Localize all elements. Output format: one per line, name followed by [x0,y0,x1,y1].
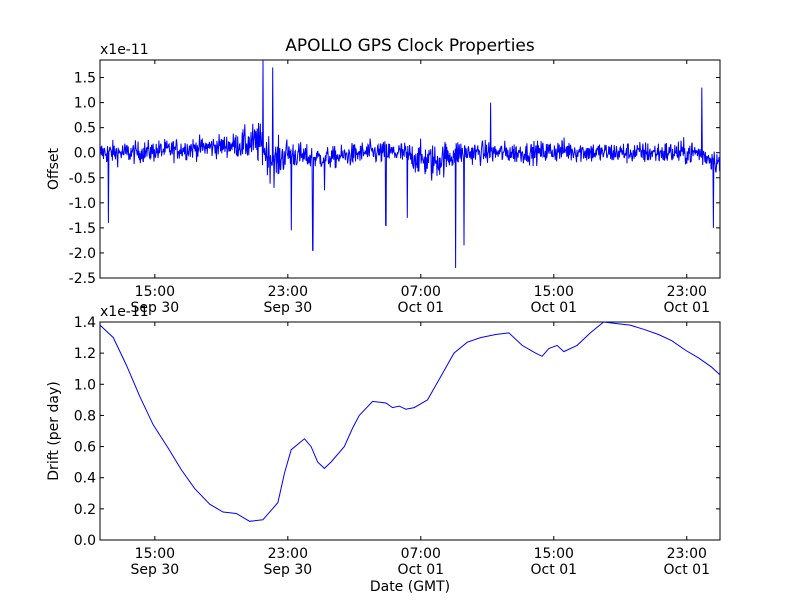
x-tick-date: Oct 01 [664,562,710,578]
offset-panel: -2.5-2.0-1.5-1.0-0.50.00.51.01.515:00Sep… [46,42,721,316]
y-multiplier: x1e-11 [100,42,149,58]
y-tick-label: 0.8 [74,408,96,424]
y-tick-label: 0.5 [74,121,96,137]
y-tick-label: 1.0 [74,96,96,112]
x-tick-time: 15:00 [534,546,574,562]
x-tick-time: 07:00 [401,284,441,300]
y-tick-label: 1.2 [74,346,96,362]
y-tick-label: 0.0 [74,533,96,549]
y-tick-label: -2.5 [69,271,96,287]
y-tick-label: -0.5 [69,171,96,187]
x-tick-date: Sep 30 [264,562,313,578]
drift-series-line [99,321,721,522]
x-tick-time: 23:00 [268,284,308,300]
x-tick-time: 23:00 [268,546,308,562]
y-tick-label: 1.0 [74,377,96,393]
y-tick-label: 0.6 [74,440,96,456]
x-tick-time: 07:00 [401,546,441,562]
x-tick-date: Oct 01 [398,300,444,316]
x-tick-date: Oct 01 [531,562,577,578]
x-tick-time: 15:00 [135,284,175,300]
y-tick-label: 0.4 [74,471,96,487]
x-tick-time: 23:00 [667,546,707,562]
x-tick-date: Sep 30 [131,300,180,316]
y-tick-label: -1.5 [69,221,96,237]
y-tick-label: 1.4 [74,315,96,331]
y-tick-label: 0.2 [74,502,96,518]
y-tick-label: 1.5 [74,71,96,87]
x-axis-label: Date (GMT) [370,579,450,595]
x-tick-date: Sep 30 [131,562,180,578]
y-tick-label: 0.0 [74,146,96,162]
plot-frame [99,321,721,541]
y-multiplier: x1e-11 [100,304,149,320]
x-tick-date: Oct 01 [664,300,710,316]
x-tick-time: 15:00 [534,284,574,300]
plot-frame [99,59,721,279]
y-axis-label: Offset [46,147,62,190]
x-tick-date: Sep 30 [264,300,313,316]
x-tick-time: 15:00 [135,546,175,562]
x-tick-time: 23:00 [667,284,707,300]
y-tick-label: -1.0 [69,196,96,212]
offset-series-line [100,60,720,269]
figure-title: APOLLO GPS Clock Properties [285,36,535,56]
x-tick-date: Oct 01 [531,300,577,316]
x-tick-date: Oct 01 [398,562,444,578]
y-tick-label: -2.0 [69,246,96,262]
y-axis-label: Drift (per day) [46,381,62,480]
